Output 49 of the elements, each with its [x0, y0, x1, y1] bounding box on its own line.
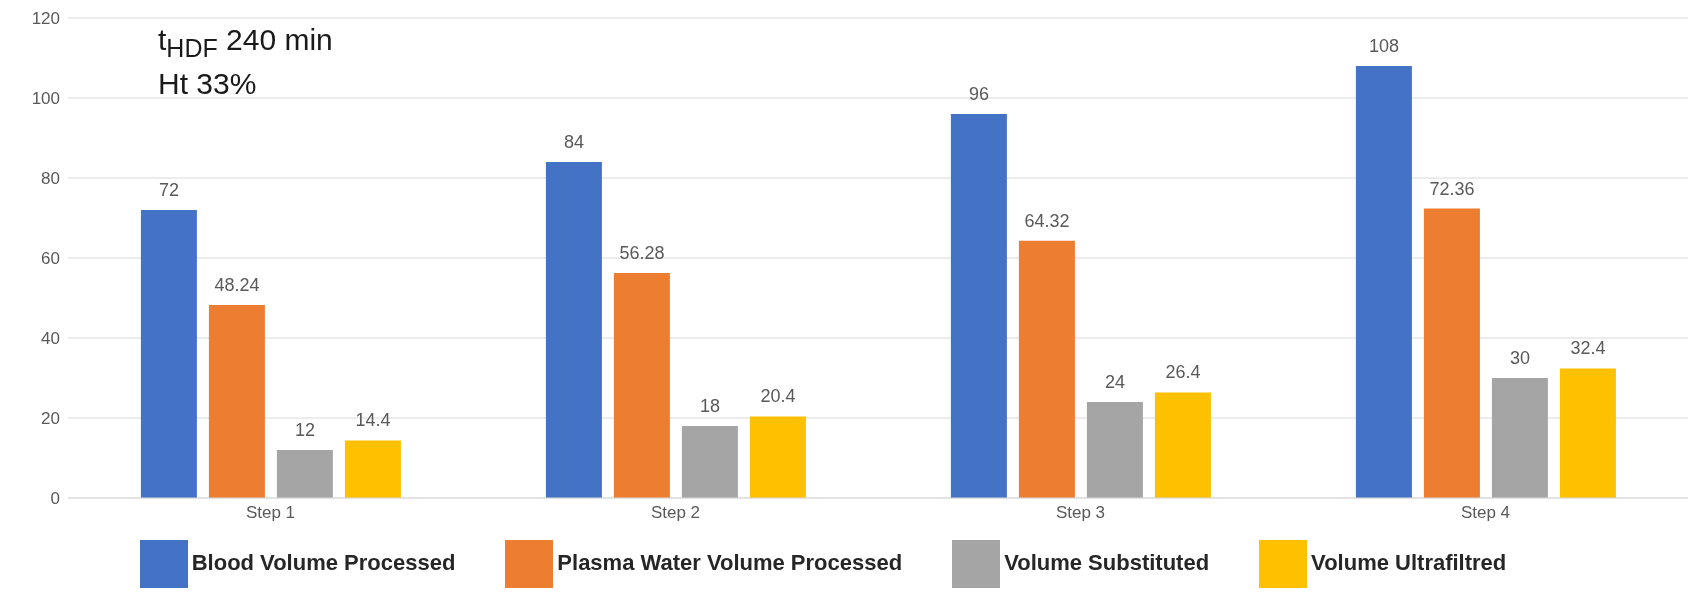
bar — [613, 272, 670, 498]
bar — [950, 114, 1007, 498]
y-tick-label: 120 — [31, 9, 60, 29]
data-label: 20.4 — [760, 386, 796, 407]
x-tick-label: Step 3 — [1055, 503, 1106, 523]
y-tick-label: 60 — [41, 249, 60, 269]
bar — [545, 162, 602, 498]
bar — [140, 210, 197, 498]
bar — [208, 305, 265, 498]
x-tick-label: Step 1 — [245, 503, 296, 523]
annotation: t$_{HDF}$ 240 min — [158, 22, 333, 64]
annotation: Ht 33% — [158, 66, 258, 102]
y-tick-label: 0 — [50, 489, 60, 509]
data-label: 26.4 — [1165, 362, 1201, 383]
data-label: 96 — [968, 84, 989, 104]
y-tick-label: 100 — [31, 89, 60, 109]
bar — [344, 440, 401, 498]
legend-label: Volume Substituted — [1004, 549, 1210, 575]
data-label: 56.28 — [619, 242, 665, 263]
bar — [1154, 392, 1211, 498]
data-label: 14.4 — [355, 410, 391, 431]
data-label: 32.4 — [1570, 338, 1606, 359]
y-tick-label: 20 — [41, 409, 60, 429]
data-label: 24 — [1104, 372, 1125, 392]
y-tick-label: 80 — [41, 169, 60, 189]
data-label: 72.36 — [1429, 178, 1475, 199]
data-label: 18 — [699, 396, 720, 416]
data-label: 72 — [158, 180, 179, 200]
legend-label: Plasma Water Volume Processed — [557, 549, 903, 575]
y-tick-label: 40 — [41, 329, 60, 349]
x-tick-label: Step 2 — [650, 503, 701, 523]
bar — [1086, 402, 1143, 498]
bar — [1559, 368, 1616, 498]
bar — [681, 426, 738, 498]
data-label: 30 — [1509, 348, 1530, 368]
bar — [749, 416, 806, 498]
data-label: 84 — [563, 132, 584, 152]
bar — [276, 450, 333, 498]
bar — [1018, 240, 1075, 498]
x-tick-label: Step 4 — [1460, 503, 1511, 523]
bar — [1491, 378, 1548, 498]
data-label: 48.24 — [214, 275, 260, 296]
data-label: 108 — [1368, 36, 1399, 56]
bar — [1355, 66, 1412, 498]
legend-label: Blood Volume Processed — [191, 549, 456, 575]
data-label: 12 — [294, 420, 315, 440]
legend-label: Volume Ultrafiltred — [1311, 549, 1507, 575]
bar — [1423, 208, 1480, 498]
data-label: 64.32 — [1024, 210, 1070, 231]
